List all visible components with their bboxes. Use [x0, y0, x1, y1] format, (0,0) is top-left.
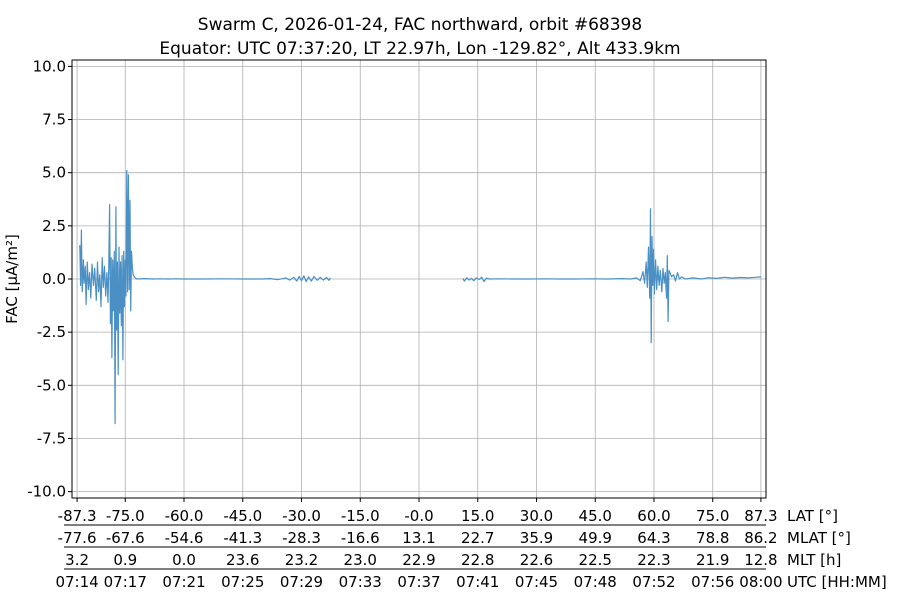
fac-series-segment — [462, 208, 761, 344]
x-tick-label: 08:00 — [739, 573, 782, 591]
x-tick-label: 07:33 — [339, 573, 382, 591]
x-tick-label: 07:52 — [632, 573, 675, 591]
x-tick-label: 22.3 — [637, 551, 670, 569]
x-tick-label: -16.6 — [341, 529, 380, 547]
y-tick-label: 5.0 — [42, 164, 66, 182]
x-tick-label: 22.7 — [461, 529, 494, 547]
x-tick-label: 23.6 — [226, 551, 259, 569]
x-tick-label: 13.1 — [402, 529, 435, 547]
x-tick-label: -15.0 — [341, 507, 380, 525]
x-tick-label: 07:25 — [221, 573, 264, 591]
fac-series-segment — [79, 170, 331, 425]
x-tick-label: 22.8 — [461, 551, 494, 569]
x-tick-label: 64.3 — [637, 529, 670, 547]
x-tick-label: 07:17 — [104, 573, 147, 591]
x-row-label: UTC [HH:MM] — [787, 573, 887, 591]
x-tick-label: 3.2 — [65, 551, 89, 569]
x-tick-label: -30.0 — [282, 507, 321, 525]
x-tick-label: -28.3 — [282, 529, 321, 547]
x-tick-label: 45.0 — [579, 507, 612, 525]
x-tick-label: 12.8 — [744, 551, 777, 569]
chart-title-line1: Swarm C, 2026-01-24, FAC northward, orbi… — [198, 15, 642, 35]
x-tick-label: 75.0 — [696, 507, 729, 525]
x-tick-label: -54.6 — [165, 529, 204, 547]
x-tick-label: 07:41 — [456, 573, 499, 591]
y-tick-label: -2.5 — [37, 323, 66, 341]
x-tick-label: 60.0 — [637, 507, 670, 525]
y-tick-label: -10.0 — [27, 483, 66, 501]
x-row-label: LAT [°] — [787, 507, 838, 525]
chart-title-line2: Equator: UTC 07:37:20, LT 22.97h, Lon -1… — [159, 39, 680, 59]
y-tick-label: 2.5 — [42, 217, 66, 235]
x-tick-label: 22.6 — [520, 551, 553, 569]
x-row-label: MLAT [°] — [787, 529, 851, 547]
x-tick-label: 21.9 — [696, 551, 729, 569]
x-tick-label: 78.8 — [696, 529, 729, 547]
x-tick-label: 07:29 — [280, 573, 323, 591]
x-tick-label: -0.0 — [404, 507, 433, 525]
x-tick-label: 07:45 — [515, 573, 558, 591]
y-tick-label: -7.5 — [37, 429, 66, 447]
x-axis-ticks: -87.3 -75.0 -60.0 -45.0 -30.0 -15.0 -0.0 15.0 30… — [55, 498, 887, 591]
x-tick-label: 07:21 — [162, 573, 205, 591]
x-tick-label: 07:14 — [55, 573, 98, 591]
x-tick-label: 86.2 — [744, 529, 777, 547]
series-fac — [79, 170, 761, 425]
x-tick-label: -77.6 — [58, 529, 97, 547]
x-tick-label: -87.3 — [58, 507, 97, 525]
x-tick-label: 22.9 — [402, 551, 435, 569]
x-tick-label: 0.0 — [172, 551, 196, 569]
y-tick-label: 0.0 — [42, 270, 66, 288]
x-row-label: MLT [h] — [787, 551, 841, 569]
x-tick-label: 23.2 — [285, 551, 318, 569]
x-tick-label: 35.9 — [520, 529, 553, 547]
y-tick-label: -5.0 — [37, 376, 66, 394]
x-tick-label: 15.0 — [461, 507, 494, 525]
x-tick-label: 87.3 — [744, 507, 777, 525]
x-tick-label: 07:37 — [397, 573, 440, 591]
x-tick-label: -45.0 — [223, 507, 262, 525]
x-tick-label: -41.3 — [223, 529, 262, 547]
x-tick-label: -67.6 — [106, 529, 145, 547]
x-tick-label: 0.9 — [113, 551, 137, 569]
y-axis-ticks: 10.0 7.5 5.0 2.5 0.0 -2.5 -5.0 -7.5 -10.0 — [27, 57, 72, 501]
x-tick-label: -60.0 — [165, 507, 204, 525]
x-tick-label: 22.5 — [579, 551, 612, 569]
y-axis-label: FAC [µA/m²] — [3, 234, 21, 324]
y-tick-label: 7.5 — [42, 111, 66, 129]
x-tick-label: -75.0 — [106, 507, 145, 525]
x-tick-label: 30.0 — [520, 507, 553, 525]
x-tick-label: 07:56 — [691, 573, 734, 591]
x-tick-label: 49.9 — [579, 529, 612, 547]
x-tick-label: 07:48 — [574, 573, 617, 591]
y-tick-label: 10.0 — [33, 57, 66, 75]
x-tick-label: 23.0 — [344, 551, 377, 569]
